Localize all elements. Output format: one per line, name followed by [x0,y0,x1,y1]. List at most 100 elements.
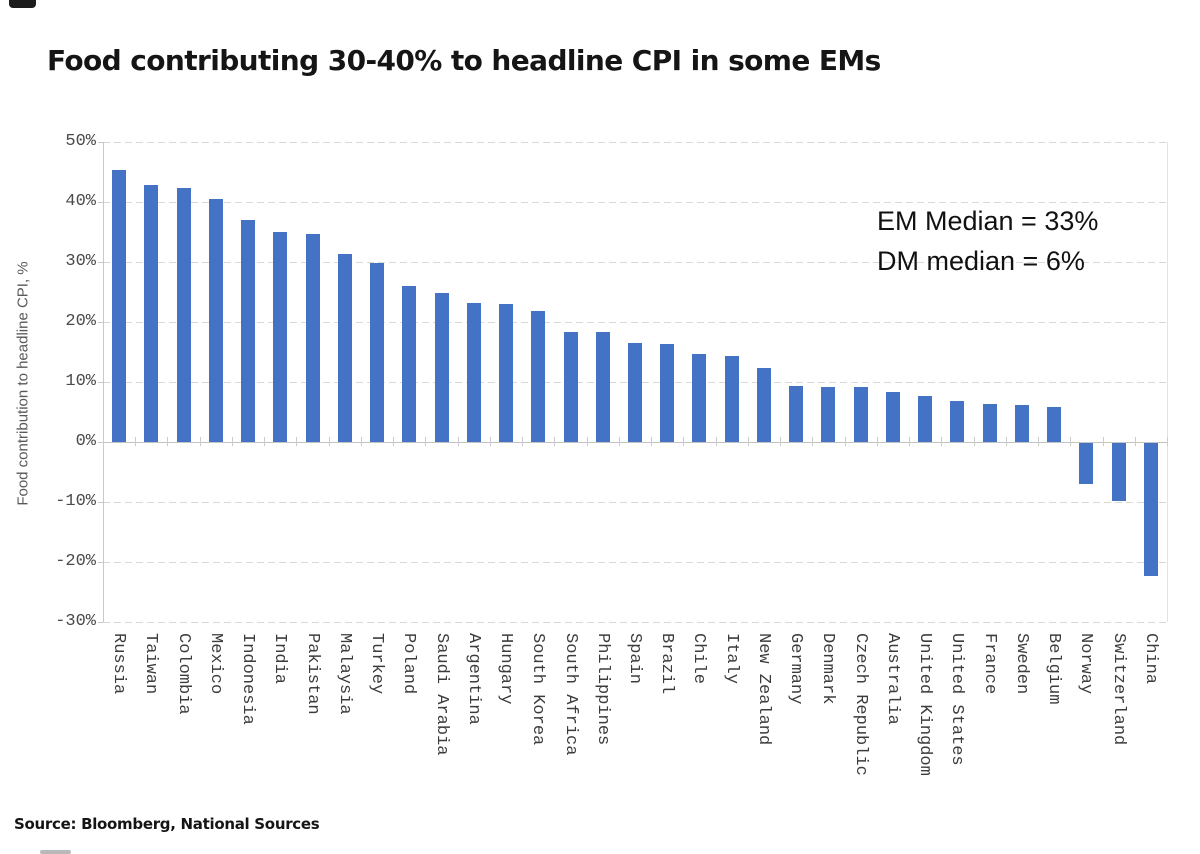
category-label-taiwan: Taiwan [141,633,160,695]
category-tick [361,437,362,446]
category-tick [200,437,201,446]
category-tick [812,437,813,446]
y-tick-label: 50% [65,132,96,151]
category-tick [909,437,910,446]
category-tick [135,437,136,446]
bar-germany [789,386,803,442]
bar-sweden [1015,405,1029,442]
category-tick [522,437,523,446]
category-label-belgium: Belgium [1044,633,1063,705]
y-axis-tick [98,262,103,263]
category-label-chile: Chile [689,633,708,685]
category-label-mexico: Mexico [206,633,225,695]
bar-mexico [209,199,223,442]
bar-belgium [1047,407,1061,442]
source-note: Source: Bloomberg, National Sources [14,815,320,833]
bar-indonesia [241,220,255,442]
gridline [103,562,1167,563]
category-tick [296,437,297,446]
category-tick [1167,437,1168,446]
bar-australia [886,392,900,442]
category-label-turkey: Turkey [367,633,386,695]
y-axis-tick [98,322,103,323]
bar-poland [402,286,416,442]
bar-france [983,404,997,442]
category-label-australia: Australia [883,633,902,725]
category-label-denmark: Denmark [818,633,837,705]
cropped-artifact-bottom-left [40,850,71,854]
category-label-sweden: Sweden [1012,633,1031,695]
category-label-malaysia: Malaysia [335,633,354,715]
y-tick-label: 0% [75,432,96,451]
category-tick [490,437,491,446]
category-label-philippines: Philippines [593,633,612,746]
bar-united-states [950,401,964,442]
category-label-france: France [980,633,999,695]
category-label-indonesia: Indonesia [238,633,257,725]
category-label-switzerland: Switzerland [1109,633,1128,746]
y-axis-tick [98,442,103,443]
category-tick [845,437,846,446]
y-axis-tick [98,622,103,623]
y-tick-label: -30% [55,612,96,631]
category-label-united-kingdom: United Kingdom [915,633,934,776]
category-tick [458,437,459,446]
bar-brazil [660,344,674,442]
y-tick-label: 20% [65,312,96,331]
bar-philippines [596,332,610,442]
category-label-russia: Russia [109,633,128,695]
gridline [103,502,1167,503]
category-label-germany: Germany [786,633,805,705]
category-label-argentina: Argentina [464,633,483,725]
category-label-south-africa: South Africa [561,633,580,756]
category-tick [393,437,394,446]
bar-turkey [370,263,384,442]
bar-malaysia [338,254,352,442]
bar-russia [112,170,126,442]
bar-united-kingdom [918,396,932,442]
median-annotation: EM Median = 33% DM median = 6% [877,201,1098,281]
category-tick [1135,437,1136,446]
y-tick-label: 10% [65,372,96,391]
bar-norway [1079,443,1093,484]
cropped-artifact-top-left [9,0,36,8]
bar-hungary [499,304,513,442]
category-tick [264,437,265,446]
bar-spain [628,343,642,442]
gridline [103,202,1167,203]
bar-new-zealand [757,368,771,442]
bar-argentina [467,303,481,442]
category-tick [1070,437,1071,446]
bar-pakistan [306,234,320,442]
category-tick [1103,437,1104,446]
chart-title: Food contributing 30-40% to headline CPI… [47,44,881,77]
category-tick [716,437,717,446]
category-label-brazil: Brazil [657,633,676,695]
category-tick [1006,437,1007,446]
category-label-new-zealand: New Zealand [754,633,773,746]
category-label-united-states: United States [947,633,966,766]
category-tick [683,437,684,446]
bar-czech-republic [854,387,868,442]
category-label-pakistan: Pakistan [303,633,322,715]
y-axis-tick [98,202,103,203]
category-tick [1038,437,1039,446]
y-tick-label: -20% [55,552,96,571]
category-tick [167,437,168,446]
bar-chile [692,354,706,442]
dm-median-text: DM median = 6% [877,246,1085,276]
bar-switzerland [1112,443,1126,501]
bar-south-africa [564,332,578,442]
category-tick [232,437,233,446]
category-label-china: China [1141,633,1160,685]
bar-china [1144,443,1158,576]
bar-saudi-arabia [435,293,449,442]
category-label-hungary: Hungary [496,633,515,705]
y-axis-tick [98,562,103,563]
category-tick [877,437,878,446]
gridline [103,262,1167,263]
bar-colombia [177,188,191,442]
category-tick [941,437,942,446]
category-tick [103,437,104,446]
